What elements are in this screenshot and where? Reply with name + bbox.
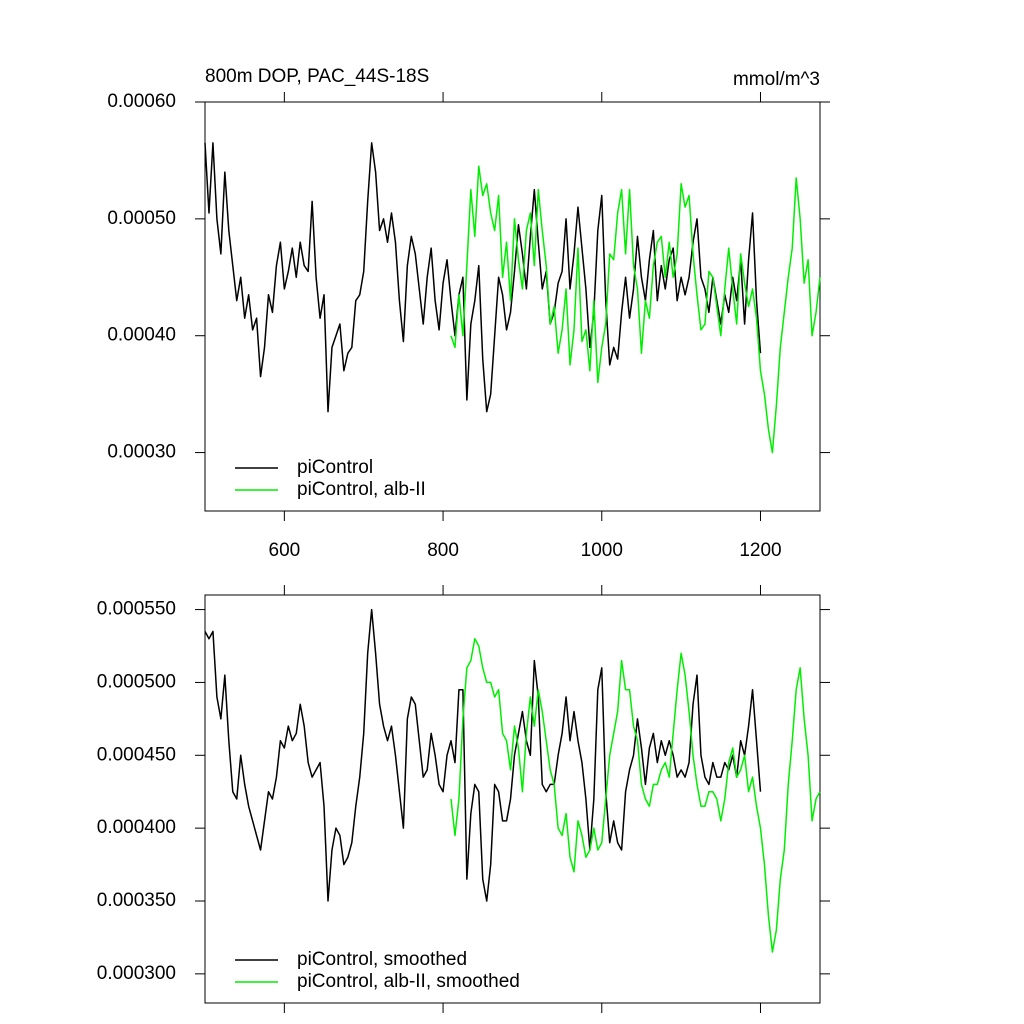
plot-frame — [204, 101, 821, 512]
y-tick-label: 0.00030 — [107, 442, 176, 463]
legend-label: piControl, smoothed — [297, 949, 467, 970]
y-tick-label: 0.000300 — [97, 963, 176, 984]
x-tick-label: 1200 — [739, 540, 781, 561]
y-tick-label: 0.000550 — [97, 599, 176, 620]
y-tick-label: 0.000500 — [97, 671, 176, 692]
x-tick-label: 600 — [269, 540, 301, 561]
series-line — [450, 637, 821, 953]
series-line — [204, 608, 762, 902]
plot-frame — [204, 594, 821, 1004]
legend-label: piControl — [297, 457, 373, 478]
x-tick-label: 1000 — [581, 540, 623, 561]
series-line — [450, 165, 821, 454]
y-tick-label: 0.000350 — [97, 890, 176, 911]
legend-label: piControl, alb-II — [297, 479, 426, 500]
y-tick-label: 0.00040 — [107, 325, 176, 346]
series-line — [204, 142, 762, 413]
y-tick-label: 0.000400 — [97, 817, 176, 838]
y-tick-label: 0.00050 — [107, 208, 176, 229]
chart-title: 800m DOP, PAC_44S-18S — [205, 66, 429, 87]
y-tick-label: 0.00060 — [107, 91, 176, 112]
units-label: mmol/m^3 — [733, 69, 820, 90]
x-tick-label: 800 — [427, 540, 459, 561]
y-tick-label: 0.000450 — [97, 744, 176, 765]
legend-label: piControl, alb-II, smoothed — [297, 971, 520, 992]
